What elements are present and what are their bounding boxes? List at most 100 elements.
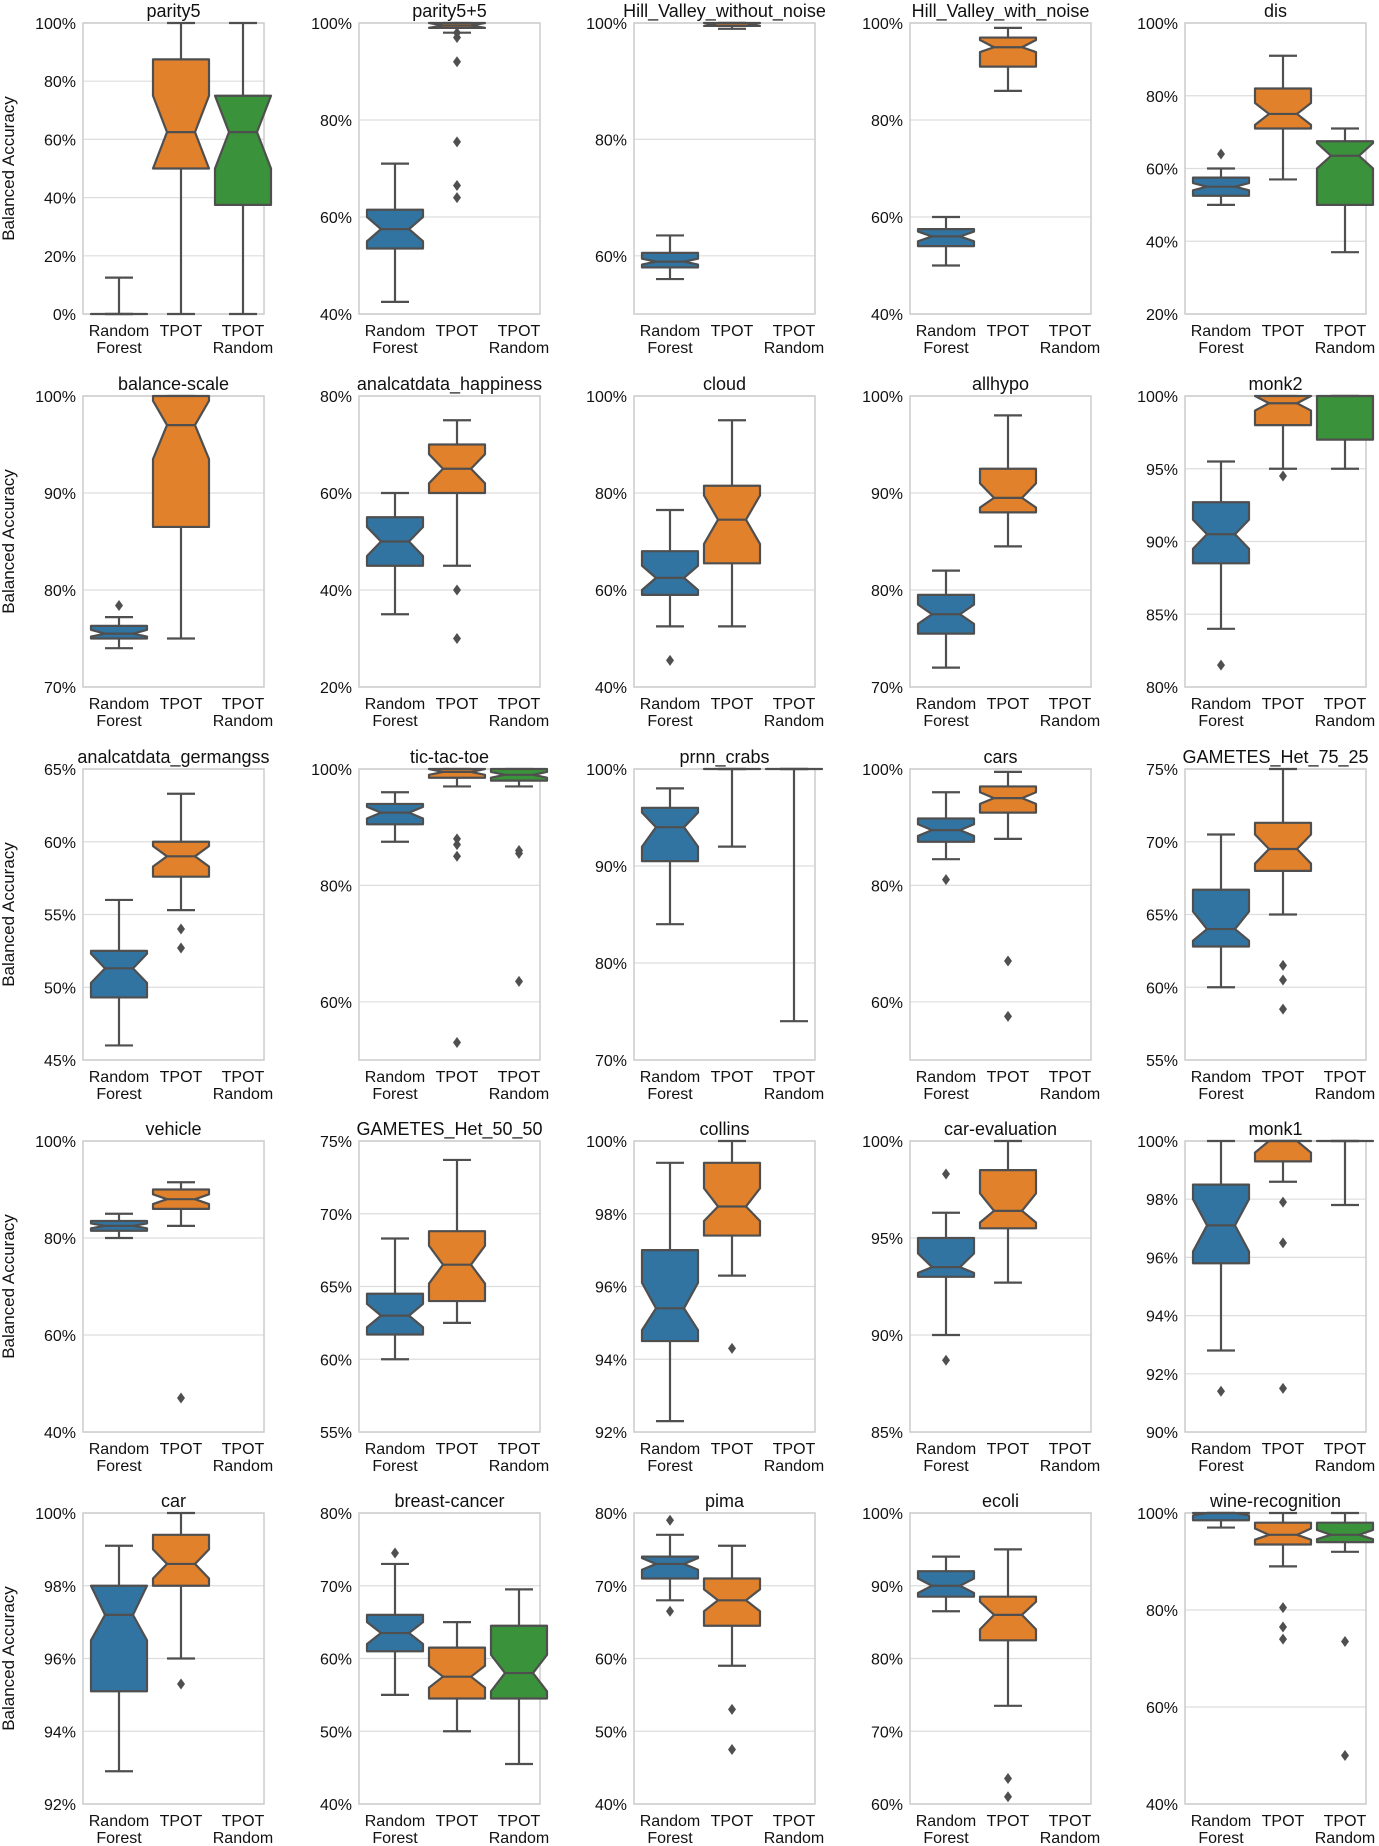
x-tick-label: TPOT [436, 323, 479, 340]
axes-frame [1184, 1512, 1367, 1805]
outlier-point [1279, 974, 1287, 986]
y-tick-label: 60% [44, 835, 76, 852]
x-tick-label: Forest [923, 1830, 969, 1846]
x-tick-label: TPOT [987, 1441, 1030, 1458]
box-body [151, 840, 211, 878]
outlier-point [115, 600, 123, 612]
x-tick-label: Random [1315, 1458, 1375, 1475]
x-tick-label: TPOT [498, 696, 541, 713]
subplot-title: cloud [703, 374, 746, 394]
y-tick-label: 80% [44, 583, 76, 600]
y-tick-label: 90% [871, 1579, 903, 1596]
box-Random Forest [365, 791, 425, 843]
x-tick-label: Random [89, 1069, 149, 1086]
outlier-point [177, 1392, 185, 1404]
y-tick-label: 50% [44, 980, 76, 997]
outlier-point [1217, 659, 1225, 671]
x-tick-label: Forest [923, 713, 969, 730]
y-tick-label: 50% [595, 1724, 627, 1741]
x-tick-label: Random [213, 1830, 273, 1846]
box-Random Forest [89, 1544, 149, 1773]
box-TPOT Random [489, 767, 549, 987]
x-tick-label: Forest [923, 1086, 969, 1103]
y-tick-label: 90% [871, 486, 903, 503]
box-body [1315, 140, 1375, 206]
x-tick-label: TPOT [711, 696, 754, 713]
y-tick-label: 80% [871, 583, 903, 600]
x-tick-label: TPOT [987, 696, 1030, 713]
outlier-point [1279, 1602, 1287, 1614]
x-tick-label: TPOT [1324, 323, 1367, 340]
outlier-point [453, 833, 461, 845]
x-tick-label: TPOT [773, 1441, 816, 1458]
y-tick-label: 80% [595, 1506, 627, 1523]
y-tick-label: 98% [44, 1579, 76, 1596]
axes-frame [82, 1140, 265, 1433]
y-tick-label: 65% [44, 762, 76, 779]
subplot-title: car-evaluation [944, 1119, 1057, 1139]
box-TPOT [702, 767, 762, 848]
y-tick-label: 80% [44, 1231, 76, 1248]
x-tick-label: TPOT [222, 323, 265, 340]
y-tick-label: 70% [595, 1053, 627, 1070]
outlier-point [453, 584, 461, 596]
x-tick-label: Random [1191, 1441, 1251, 1458]
box-body [978, 36, 1038, 68]
box-TPOT [427, 1621, 487, 1733]
y-tick-label: 20% [320, 680, 352, 697]
y-tick-label: 40% [320, 307, 352, 324]
box-Random Forest [89, 898, 149, 1047]
box-TPOT [702, 1139, 762, 1354]
subplot-Hill_Valley_with_noise: 40% 60% 80% 100% Hill_Valley_with_noise Rando… [862, 1, 1100, 357]
subplot-title: car [161, 1491, 186, 1511]
outlier-point [515, 975, 523, 987]
x-tick-label: Forest [647, 1458, 693, 1475]
x-tick-label: Random [89, 323, 149, 340]
box-TPOT Random [213, 21, 273, 316]
box-body [365, 802, 425, 826]
box-TPOT [978, 1139, 1038, 1284]
x-tick-label: Random [916, 1813, 976, 1830]
outlier-point [453, 633, 461, 644]
y-tick-label: 80% [1146, 89, 1178, 106]
box-TPOT [427, 1158, 487, 1324]
box-body [1253, 87, 1313, 130]
x-tick-label: TPOT [1262, 696, 1305, 713]
box-body [365, 1292, 425, 1336]
outlier-point [453, 136, 461, 148]
outlier-point [1217, 148, 1225, 160]
x-tick-label: TPOT [1324, 1069, 1367, 1086]
y-tick-label: 50% [320, 1724, 352, 1741]
y-tick-label: 90% [1146, 535, 1178, 552]
box-body [1253, 1521, 1313, 1546]
box-body [213, 94, 273, 206]
box-TPOT [1253, 767, 1313, 1015]
x-tick-label: TPOT [436, 1069, 479, 1086]
x-tick-label: Random [1315, 713, 1375, 730]
x-tick-label: Forest [1198, 1458, 1244, 1475]
subplot-balance-scale: 70% 80% 90% 100% balance-scale Balanced Accur… [0, 374, 273, 730]
box-Random Forest [365, 1237, 425, 1361]
x-tick-label: Random [1040, 1086, 1100, 1103]
y-tick-label: 70% [44, 680, 76, 697]
y-tick-label: 45% [44, 1053, 76, 1070]
x-tick-label: TPOT [1049, 1069, 1092, 1086]
subplot-title: collins [699, 1119, 749, 1139]
x-tick-label: TPOT [773, 323, 816, 340]
subplot-title: pima [705, 1491, 745, 1511]
x-tick-label: Forest [647, 713, 693, 730]
box-TPOT [702, 21, 762, 30]
box-body [89, 624, 149, 640]
y-tick-label: 94% [595, 1352, 627, 1369]
y-tick-label: 100% [311, 16, 352, 33]
box-Random Forest [365, 162, 425, 303]
box-body [1191, 501, 1251, 565]
x-tick-label: Random [365, 1441, 425, 1458]
x-tick-label: Random [640, 696, 700, 713]
x-tick-label: Random [213, 713, 273, 730]
